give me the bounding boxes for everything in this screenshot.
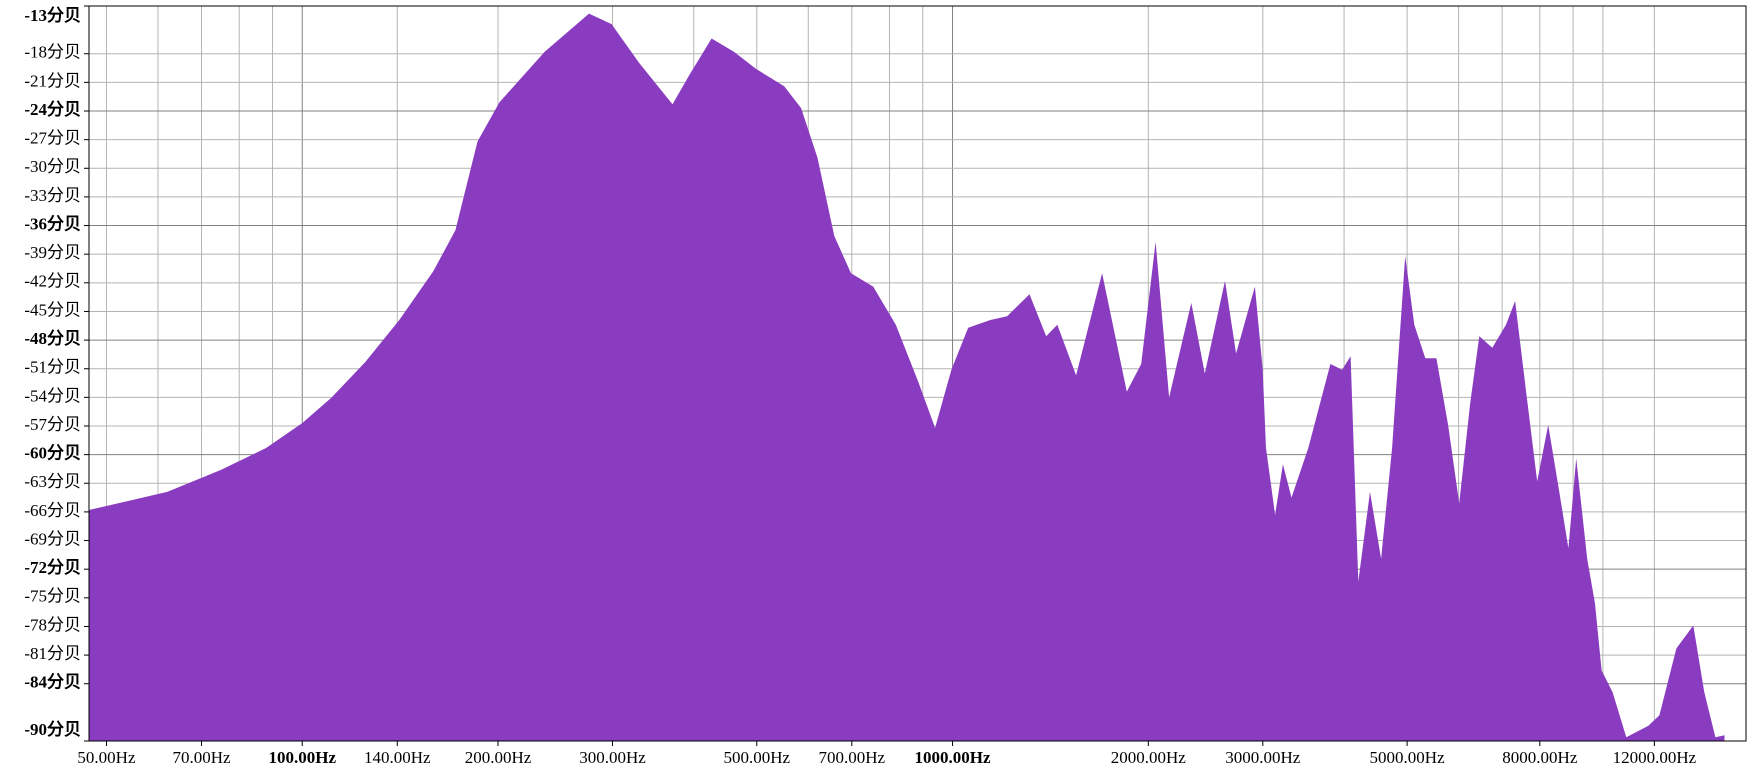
y-tick-label: -24分贝 [24, 100, 81, 119]
y-tick-label: -72分贝 [24, 558, 81, 577]
x-tick-label: 700.00Hz [819, 748, 886, 767]
y-tick-label: -63分贝 [24, 472, 81, 491]
y-tick-label: -78分贝 [24, 615, 81, 634]
y-tick-label: -75分贝 [24, 587, 81, 606]
x-tick-label: 12000.00Hz [1613, 748, 1697, 767]
x-tick-label: 2000.00Hz [1111, 748, 1187, 767]
x-tick-label: 8000.00Hz [1502, 748, 1578, 767]
plot-border [88, 5, 1747, 742]
x-tick-label: 1000.00Hz [915, 748, 991, 767]
y-tick-label: -33分贝 [24, 186, 81, 205]
y-tick-label: -69分贝 [24, 529, 81, 548]
x-tick-label: 500.00Hz [723, 748, 790, 767]
y-tick-label: -84分贝 [24, 673, 81, 692]
x-tick-label: 200.00Hz [465, 748, 532, 767]
y-tick-label: -18分贝 [24, 43, 81, 62]
x-tick-label: 5000.00Hz [1370, 748, 1446, 767]
y-tick-label: -30分贝 [24, 157, 81, 176]
y-tick-label: -90分贝 [24, 720, 81, 739]
y-tick-label: -13分贝 [24, 6, 81, 25]
y-tick-label: -81分贝 [24, 644, 81, 663]
x-tick-label: 50.00Hz [77, 748, 136, 767]
y-tick-label: -51分贝 [24, 358, 81, 377]
y-tick-label: -39分贝 [24, 243, 81, 262]
y-tick-label: -66分贝 [24, 501, 81, 520]
x-tick-label: 140.00Hz [364, 748, 431, 767]
y-tick-label: -60分贝 [24, 444, 81, 463]
y-tick-label: -57分贝 [24, 415, 81, 434]
y-tick-label: -27分贝 [24, 129, 81, 148]
y-tick-label: -45分贝 [24, 300, 81, 319]
y-tick-label: -42分贝 [24, 272, 81, 291]
y-tick-label: -48分贝 [24, 329, 81, 348]
x-tick-label: 100.00Hz [268, 748, 336, 767]
x-tick-label: 3000.00Hz [1225, 748, 1301, 767]
x-tick-label: 70.00Hz [172, 748, 231, 767]
y-tick-label: -54分贝 [24, 386, 81, 405]
y-tick-label: -21分贝 [24, 71, 81, 90]
y-tick-label: -36分贝 [24, 214, 81, 233]
x-tick-label: 300.00Hz [579, 748, 646, 767]
spectrum-area [89, 13, 1725, 742]
